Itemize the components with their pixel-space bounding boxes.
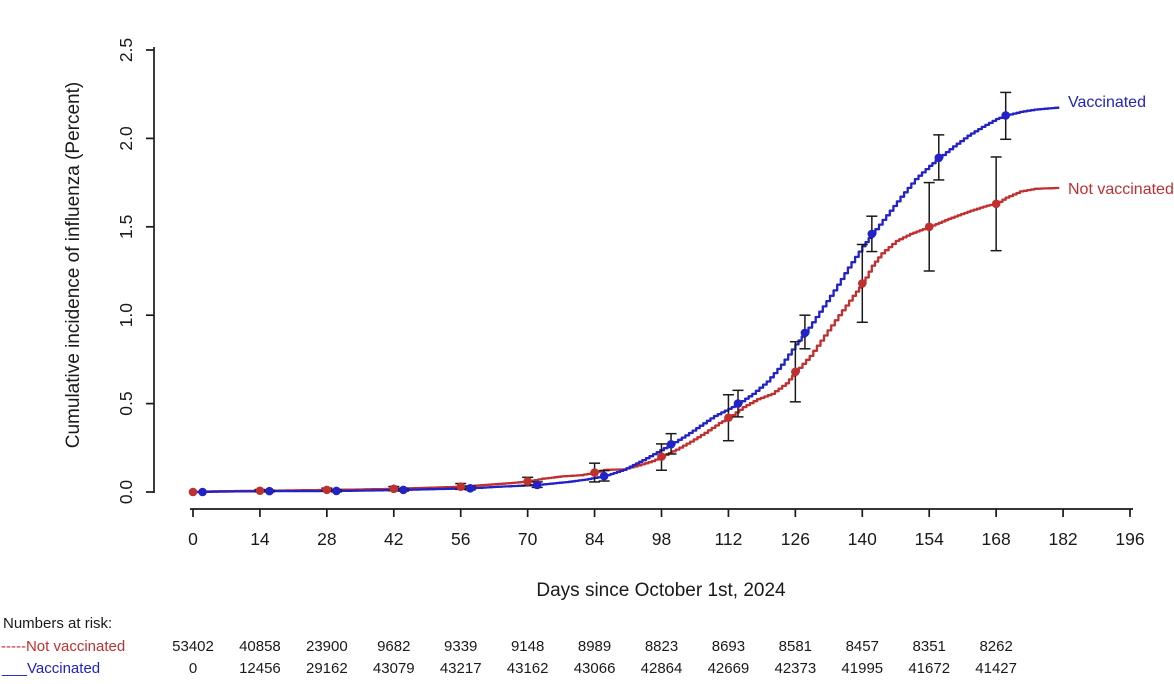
vaccinated-curve (191, 106, 1060, 494)
not-vaccinated-point-marker (255, 486, 265, 496)
risk-value: 29162 (305, 660, 348, 677)
not-vaccinated-point-marker (523, 477, 532, 486)
risk-value: 8693 (711, 638, 746, 655)
risk-value: 42373 (774, 660, 817, 677)
y-tick-label: 2.5 (116, 38, 136, 62)
not-vaccinated-point-marker (991, 199, 1001, 209)
risk-value: 42864 (640, 660, 683, 677)
risk-value: 8581 (778, 638, 813, 655)
risk-value: 43217 (439, 660, 482, 677)
vaccinated-point-marker (800, 328, 810, 338)
vaccinated-point-marker (733, 399, 743, 408)
not-vaccinated-point-marker (389, 484, 399, 494)
risk-table-heading: Numbers at risk: (3, 615, 113, 632)
not-vaccinated-point-marker (322, 485, 332, 495)
risk-value: 23900 (305, 638, 348, 655)
risk-value: 0 (188, 660, 198, 677)
x-tick-label: 14 (250, 529, 270, 549)
y-tick-label: 2.0 (116, 126, 136, 151)
not-vaccinated-point-marker (456, 482, 466, 491)
risk-value: 8989 (577, 638, 612, 655)
vaccinated-point-marker (867, 229, 877, 239)
not-vaccinated-point-marker (188, 487, 198, 497)
not-vaccinated-point-marker (857, 279, 867, 288)
x-tick-label: 182 (1048, 529, 1077, 549)
vaccinated-point-marker (1001, 111, 1011, 120)
x-tick-label: 140 (848, 529, 877, 549)
not-vaccinated-point-marker (590, 468, 599, 477)
vaccinated-point-marker (399, 485, 408, 495)
risk-value: 41995 (841, 660, 884, 677)
risk-value: 43066 (573, 660, 616, 677)
vaccinated-point-marker (265, 486, 274, 496)
risk-value: 8457 (845, 638, 879, 655)
x-tick-label: 112 (714, 529, 742, 549)
risk-value: 43162 (506, 660, 549, 677)
x-tick-label: 84 (585, 529, 605, 549)
risk-value: 8351 (912, 638, 946, 655)
x-tick-label: 154 (915, 529, 944, 549)
not-vaccinated-point-marker (924, 222, 934, 232)
vaccinated-point-marker (666, 439, 676, 449)
x-tick-label: 168 (982, 529, 1011, 549)
risk-value: 9682 (377, 638, 411, 655)
x-tick-label: 70 (518, 529, 538, 549)
vaccinated-point-marker (532, 480, 542, 490)
y-tick-label: 0.5 (116, 391, 136, 415)
vaccinated-point-marker (198, 487, 207, 497)
y-tick-label: 1.5 (116, 215, 136, 239)
risk-value: 41672 (908, 660, 951, 677)
vaccinated-point-marker (599, 471, 609, 481)
risk-value: 42669 (707, 660, 750, 677)
x-tick-label: 0 (188, 529, 198, 549)
risk-value: 9339 (444, 638, 478, 655)
risk-row-label-not-vaccinated: -----Not vaccinated (1, 638, 126, 655)
x-tick-label: 196 (1115, 529, 1144, 549)
y-tick-label: 1.0 (116, 303, 136, 328)
x-axis-label: Days since October 1st, 2024 (536, 580, 786, 601)
not-vaccinated-point-marker (724, 413, 733, 423)
x-tick-label: 126 (781, 529, 810, 549)
not-vaccinated-point-marker (791, 367, 800, 377)
legend-not-vaccinated-label: Not vaccinated (1068, 181, 1174, 198)
not-vaccinated-curve (191, 186, 1060, 494)
x-tick-label: 56 (451, 529, 470, 549)
risk-value: 43079 (372, 660, 415, 677)
risk-value: 9148 (510, 638, 545, 655)
risk-value: 8823 (644, 638, 679, 655)
risk-value: 41427 (975, 660, 1017, 677)
not-vaccinated-point-marker (657, 452, 666, 461)
risk-value: 40858 (239, 638, 281, 655)
x-tick-label: 98 (652, 529, 671, 549)
x-tick-label: 42 (384, 529, 403, 549)
vaccinated-point-marker (934, 153, 944, 163)
y-tick-label: 0.0 (116, 480, 136, 505)
risk-value: 53402 (172, 638, 214, 655)
risk-value: 8262 (979, 638, 1013, 655)
legend-vaccinated-label: Vaccinated (1068, 94, 1146, 111)
risk-value: 12456 (239, 660, 281, 677)
vaccinated-point-marker (332, 486, 341, 496)
y-axis-label: Cumulative incidence of influenza (Perce… (63, 81, 84, 449)
vaccinated-point-marker (465, 483, 475, 493)
risk-row-label-vaccinated: ___Vaccinated (2, 660, 101, 677)
x-tick-label: 28 (317, 529, 336, 549)
